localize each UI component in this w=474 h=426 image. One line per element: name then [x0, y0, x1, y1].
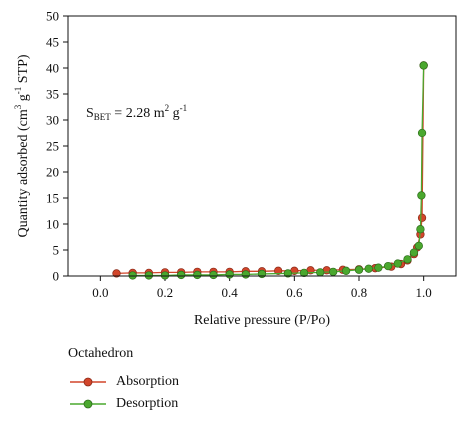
y-tick-label: 50: [46, 9, 59, 24]
data-point-desorption: [160, 271, 170, 280]
data-point-desorption: [128, 271, 137, 280]
x-axis-label: Relative pressure (P/Po): [194, 313, 330, 328]
data-point-desorption: [328, 267, 338, 276]
data-point-desorption: [341, 266, 351, 275]
x-tick-label: 0.4: [222, 285, 239, 300]
data-point-desorption: [374, 263, 383, 272]
y-tick-label: 40: [46, 61, 59, 76]
x-tick-label: 0.2: [157, 285, 173, 300]
data-point-desorption: [241, 270, 250, 279]
y-tick-label: 30: [46, 113, 59, 128]
data-point-desorption: [403, 255, 412, 264]
legend-label-desorption: Desorption: [116, 396, 179, 411]
y-axis-label: Quantity adsorbed (cm3 g-1 STP): [13, 54, 31, 237]
data-point-desorption: [409, 248, 419, 257]
data-point-desorption: [299, 268, 309, 278]
data-point-desorption: [316, 268, 325, 277]
data-point-absorption: [417, 213, 427, 222]
y-tick-label: 10: [46, 217, 59, 232]
absorption-marker-icon: [70, 377, 106, 387]
data-point-desorption: [393, 259, 402, 268]
data-point-desorption: [225, 270, 234, 279]
data-point-desorption: [177, 270, 186, 280]
sbet-annotation: SBET = 2.28 m2 g-1: [86, 103, 187, 122]
x-tick-label: 0.0: [92, 285, 108, 300]
data-point-desorption: [414, 241, 423, 250]
x-tick-label: 1.0: [416, 285, 432, 300]
x-tick-label: 0.8: [351, 285, 367, 300]
y-tick-label: 35: [46, 87, 59, 102]
data-point-desorption: [209, 270, 218, 280]
legend: Octahedron Absorption Desorption: [68, 346, 179, 415]
data-point-desorption: [417, 128, 427, 138]
x-tick-label: 0.6: [286, 285, 303, 300]
axis-ticks: 0.0 0.2 0.4 0.6 0.8 1.0 0 5 10 15 20 25 30 35 40 45 50: [46, 9, 432, 301]
desorption-marker-icon: [70, 399, 106, 409]
data-point-desorption: [364, 264, 373, 273]
legend-item-absorption: Absorption: [68, 371, 179, 393]
data-point-desorption: [383, 261, 393, 271]
data-point-desorption: [193, 270, 202, 280]
series-layer: [112, 61, 428, 280]
data-point-desorption: [144, 271, 153, 280]
data-point-absorption: [274, 266, 283, 275]
data-point-desorption: [416, 225, 425, 234]
data-point-absorption: [112, 269, 121, 278]
data-point-desorption: [419, 61, 428, 70]
plot-frame: [67, 15, 457, 277]
data-point-desorption: [257, 269, 267, 279]
data-point-desorption: [354, 265, 364, 274]
y-tick-label: 45: [46, 35, 59, 50]
series-line-absorption: [116, 65, 425, 275]
data-point-desorption: [417, 191, 426, 200]
legend-label-absorption: Absorption: [116, 374, 179, 389]
data-point-desorption: [283, 269, 293, 278]
y-tick-label: 20: [46, 165, 59, 180]
y-tick-label: 15: [46, 191, 59, 206]
y-tick-label: 0: [53, 269, 60, 284]
isotherm-chart: 0.0 0.2 0.4 0.6 0.8 1.0 0 5 10 15 20 25 30 35 40 45 50 S…: [13, 9, 457, 328]
y-tick-label: 5: [53, 243, 60, 258]
series-line-desorption: [132, 65, 425, 277]
y-tick-label: 25: [46, 139, 59, 154]
legend-title: Octahedron: [68, 346, 134, 361]
legend-item-desorption: Desorption: [68, 393, 179, 415]
